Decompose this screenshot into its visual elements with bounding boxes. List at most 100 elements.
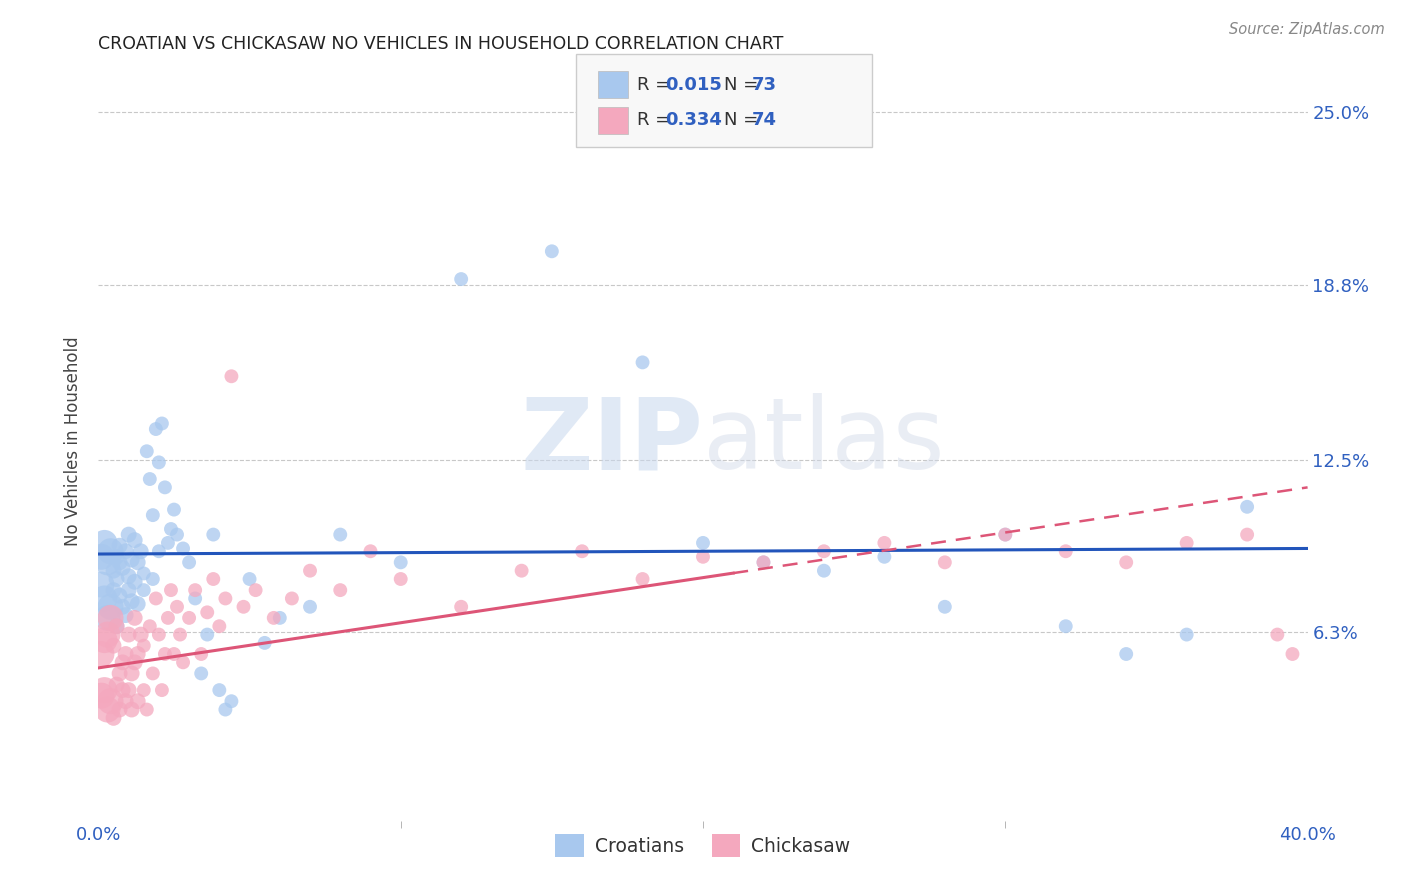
Point xyxy=(114,544,136,558)
Point xyxy=(1115,555,1137,569)
Point xyxy=(195,605,218,619)
Point xyxy=(90,549,112,564)
Point xyxy=(1054,619,1077,633)
Text: CROATIAN VS CHICKASAW NO VEHICLES IN HOUSEHOLD CORRELATION CHART: CROATIAN VS CHICKASAW NO VEHICLES IN HOU… xyxy=(98,35,783,53)
Point xyxy=(263,611,285,625)
Point xyxy=(100,599,122,614)
Point xyxy=(195,627,218,641)
Point xyxy=(108,555,131,569)
Point xyxy=(132,639,155,653)
Point xyxy=(105,549,128,564)
Point xyxy=(934,599,956,614)
Point xyxy=(813,544,835,558)
Point xyxy=(139,472,162,486)
Point xyxy=(202,572,225,586)
Point xyxy=(103,711,125,725)
Point xyxy=(994,527,1017,541)
Point xyxy=(121,666,143,681)
Point xyxy=(934,555,956,569)
Point xyxy=(873,536,896,550)
Point xyxy=(184,591,207,606)
Point xyxy=(1175,536,1198,550)
Point xyxy=(111,561,134,575)
Point xyxy=(105,619,128,633)
Point xyxy=(150,417,173,431)
Point xyxy=(118,569,141,583)
Point xyxy=(96,627,118,641)
Point xyxy=(111,683,134,698)
Text: R =: R = xyxy=(637,76,676,94)
Text: N =: N = xyxy=(724,76,763,94)
Point xyxy=(127,647,149,661)
Point xyxy=(360,544,382,558)
Point xyxy=(135,444,157,458)
Point xyxy=(160,583,183,598)
Point xyxy=(389,572,412,586)
Point xyxy=(114,608,136,623)
Point xyxy=(127,694,149,708)
Point xyxy=(111,656,134,670)
Point xyxy=(150,683,173,698)
Point xyxy=(114,647,136,661)
Point xyxy=(994,527,1017,541)
Point xyxy=(145,422,167,436)
Point xyxy=(752,555,775,569)
Point xyxy=(103,583,125,598)
Point xyxy=(90,577,112,591)
Point xyxy=(692,549,714,564)
Point xyxy=(239,572,262,586)
Point xyxy=(179,611,201,625)
Point xyxy=(281,591,304,606)
Point xyxy=(148,544,170,558)
Point xyxy=(1054,544,1077,558)
Point xyxy=(103,639,125,653)
Point xyxy=(329,527,352,541)
Point xyxy=(190,666,212,681)
Text: N =: N = xyxy=(724,112,763,129)
Point xyxy=(214,702,236,716)
Point xyxy=(156,536,179,550)
Point xyxy=(1236,500,1258,514)
Point xyxy=(299,564,322,578)
Point xyxy=(129,544,152,558)
Point xyxy=(93,633,115,648)
Point xyxy=(1236,527,1258,541)
Point xyxy=(148,455,170,469)
Point xyxy=(118,683,141,698)
Point xyxy=(124,611,146,625)
Point xyxy=(389,555,412,569)
Point xyxy=(132,583,155,598)
Text: atlas: atlas xyxy=(703,393,945,490)
Point xyxy=(93,536,115,550)
Text: 0.015: 0.015 xyxy=(665,76,721,94)
Point xyxy=(90,689,112,703)
Point xyxy=(540,244,562,259)
Point xyxy=(129,627,152,641)
Point xyxy=(118,583,141,598)
Point xyxy=(450,599,472,614)
Point xyxy=(172,656,194,670)
Point xyxy=(105,619,128,633)
Text: Source: ZipAtlas.com: Source: ZipAtlas.com xyxy=(1229,22,1385,37)
Point xyxy=(190,647,212,661)
Point xyxy=(118,527,141,541)
Point xyxy=(166,527,188,541)
Point xyxy=(160,522,183,536)
Point xyxy=(142,508,165,523)
Point xyxy=(139,619,162,633)
Point xyxy=(148,627,170,641)
Text: 74: 74 xyxy=(752,112,778,129)
Point xyxy=(510,564,533,578)
Point xyxy=(100,694,122,708)
Point xyxy=(692,536,714,550)
Point xyxy=(132,566,155,581)
Point xyxy=(118,627,141,641)
Point xyxy=(299,599,322,614)
Point xyxy=(329,583,352,598)
Point xyxy=(184,583,207,598)
Point xyxy=(127,597,149,611)
Point xyxy=(103,564,125,578)
Point xyxy=(156,611,179,625)
Point xyxy=(127,555,149,569)
Point xyxy=(108,702,131,716)
